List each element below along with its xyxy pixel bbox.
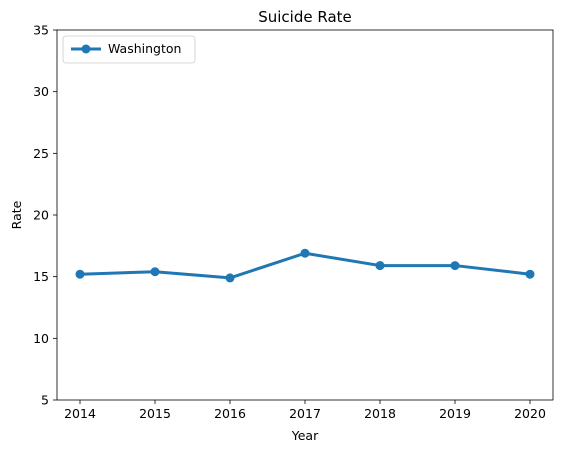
y-tick-label: 35: [33, 23, 49, 38]
series-layer: [75, 248, 535, 283]
legend-box: [62, 35, 196, 64]
x-tick-label: 2017: [289, 406, 321, 421]
chart-title: Suicide Rate: [258, 8, 352, 26]
x-axis-label: Year: [291, 428, 319, 443]
data-point: [225, 273, 235, 283]
data-point: [150, 267, 160, 277]
legend: Washington: [62, 35, 196, 64]
data-point: [525, 269, 535, 279]
x-tick-label: 2019: [439, 406, 471, 421]
x-tick-label: 2014: [64, 406, 96, 421]
plot-area: [56, 29, 554, 401]
y-axis: 5 10 15 20 25 30 35: [33, 23, 57, 408]
data-point: [300, 248, 310, 258]
y-axis-label: Rate: [9, 200, 24, 229]
data-point: [75, 269, 85, 279]
y-tick-label: 5: [41, 393, 49, 408]
y-tick-label: 30: [33, 84, 49, 99]
y-tick-label: 20: [33, 208, 49, 223]
x-tick-label: 2015: [139, 406, 171, 421]
y-tick-label: 15: [33, 269, 49, 284]
data-point: [375, 261, 385, 271]
legend-label-washington: Washington: [108, 41, 181, 56]
data-point: [450, 261, 460, 271]
x-tick-label: 2016: [214, 406, 246, 421]
x-tick-label: 2018: [364, 406, 396, 421]
y-tick-label: 10: [33, 331, 49, 346]
x-axis: 2014 2015 2016 2017 2018 2019 2020: [64, 400, 546, 421]
x-tick-label: 2020: [514, 406, 546, 421]
legend-marker-swatch: [81, 44, 91, 54]
y-tick-label: 25: [33, 146, 49, 161]
